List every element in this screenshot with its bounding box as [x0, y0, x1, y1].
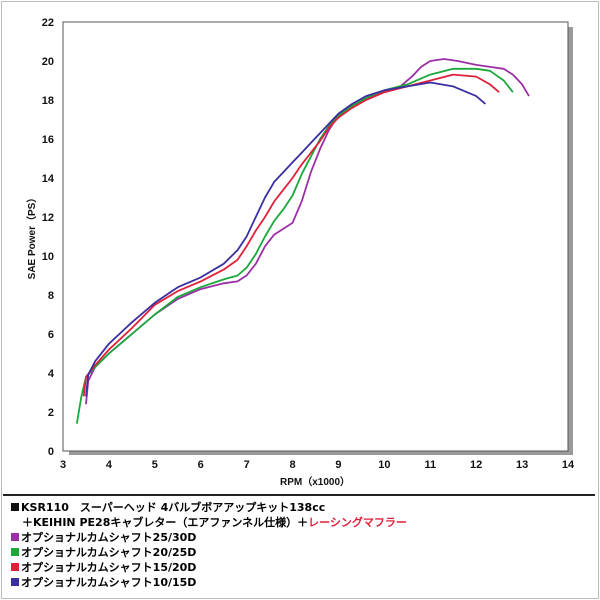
- caption-subtitle: ＋KEIHIN PE28キャブレター（エアファンネル仕様）＋: [11, 516, 309, 529]
- legend-label: オプショナルカムシャフト15/20D: [21, 561, 197, 574]
- x-tick-label: 5: [152, 459, 158, 471]
- x-tick-label: 13: [516, 459, 528, 471]
- y-tick-label: 0: [48, 446, 54, 458]
- legend-label: オプショナルカムシャフト20/25D: [21, 546, 197, 559]
- power-chart: 3 4 5 6 7 8 9 10 11 12 13 14 0 2 4 6 8 10 12 14 16 18 20 22 RPM…: [25, 17, 575, 488]
- x-tick-label: 4: [106, 459, 113, 471]
- y-tick-label: 22: [42, 17, 54, 29]
- caption-subtitle-line: ＋KEIHIN PE28キャブレター（エアファンネル仕様）＋レーシングマフラー: [11, 516, 407, 530]
- series-lines: [75, 58, 530, 424]
- series-line-2: [75, 67, 514, 424]
- x-tick-label: 6: [198, 459, 204, 471]
- y-axis-title: SAE Power（PS）: [25, 193, 38, 280]
- x-tick-label: 9: [335, 459, 341, 471]
- caption-title: KSR110 スーパーヘッド 4バルブボアアップキット138cc: [21, 501, 326, 514]
- tick-labels: 3 4 5 6 7 8 9 10 11 12 13 14 0 2 4 6 8 10 12 14 16 18 20 22: [42, 17, 575, 471]
- y-tick-label: 6: [48, 329, 54, 341]
- series-line-1: [85, 58, 530, 405]
- x-tick-label: 8: [289, 459, 295, 471]
- caption-highlight: レーシングマフラー: [308, 516, 407, 529]
- x-tick-label: 14: [562, 459, 575, 471]
- plot-area: [62, 21, 569, 452]
- title-marker: [11, 503, 19, 511]
- y-tick-label: 12: [42, 212, 54, 224]
- legend-swatch: [11, 563, 19, 571]
- legend-swatch: [11, 578, 19, 586]
- legend-swatch: [11, 533, 19, 541]
- series-line-4: [85, 81, 486, 397]
- y-tick-label: 18: [42, 95, 54, 107]
- y-tick-label: 10: [42, 251, 54, 263]
- y-tick-label: 14: [42, 173, 55, 185]
- y-tick-label: 20: [42, 56, 54, 68]
- legend-item: オプショナルカムシャフト10/15D: [11, 576, 196, 590]
- legend-item: オプショナルカムシャフト20/25D: [11, 546, 196, 560]
- chart-caption: KSR110 スーパーヘッド 4バルブボアアップキット138cc ＋KEIHIN…: [3, 494, 595, 599]
- x-tick-label: 10: [378, 459, 390, 471]
- y-tick-label: 4: [48, 368, 55, 380]
- x-tick-label: 11: [424, 459, 436, 471]
- x-tick-label: 3: [60, 459, 66, 471]
- caption-title-line: KSR110 スーパーヘッド 4バルブボアアップキット138cc: [11, 501, 325, 515]
- y-tick-label: 8: [48, 290, 54, 302]
- x-tick-label: 12: [470, 459, 482, 471]
- x-tick-label: 7: [244, 459, 250, 471]
- legend-swatch: [11, 548, 19, 556]
- legend-label: オプショナルカムシャフト25/30D: [21, 531, 197, 544]
- legend-item: オプショナルカムシャフト15/20D: [11, 561, 196, 575]
- legend-item: オプショナルカムシャフト25/30D: [11, 531, 196, 545]
- y-tick-label: 2: [48, 407, 54, 419]
- y-tick-label: 16: [42, 134, 54, 146]
- x-axis-title: RPM（x1000）: [280, 475, 350, 488]
- legend-label: オプショナルカムシャフト10/15D: [21, 576, 197, 589]
